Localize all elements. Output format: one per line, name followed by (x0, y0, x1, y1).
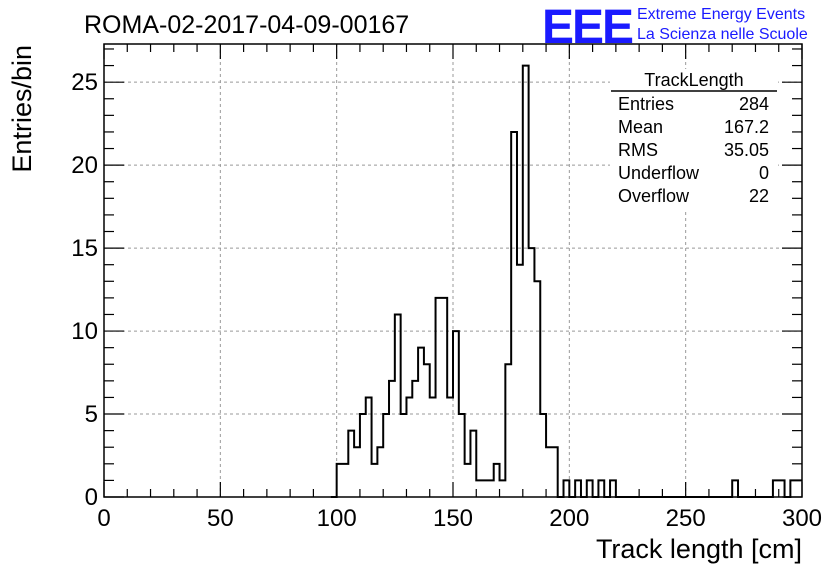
histogram-bin (488, 480, 494, 497)
plot-axes: 0 50 100 150 200 250 300 0 5 10 15 20 25 (71, 43, 822, 532)
histogram-bin (447, 397, 453, 497)
stats-row-value: 0 (759, 163, 769, 183)
run-title: ROMA-02-2017-04-09-00167 (84, 11, 409, 39)
histogram-bin (500, 480, 506, 497)
y-tick-label: 0 (85, 484, 98, 511)
stats-row-value: 22 (749, 186, 769, 206)
x-tick-label: 100 (317, 505, 357, 532)
y-axis-label: Entries/bin (7, 45, 37, 173)
histogram-bin (354, 447, 360, 497)
y-tick-label: 25 (71, 69, 98, 96)
stats-row-value: 35.05 (724, 140, 769, 160)
stats-row-label: Entries (618, 94, 674, 114)
x-tick-label: 250 (666, 505, 706, 532)
stats-title: TrackLength (644, 70, 743, 90)
y-tick-label: 10 (71, 318, 98, 345)
x-tick-label: 200 (549, 505, 589, 532)
x-tick-label: 300 (782, 505, 822, 532)
histogram-bin (342, 464, 348, 497)
stats-row-value: 284 (739, 94, 769, 114)
histogram-bin (430, 397, 436, 497)
histogram-bin (465, 464, 471, 497)
x-axis-label: Track length [cm] (596, 534, 802, 564)
eee-logo: EEE Extreme Energy Events La Scienza nel… (542, 1, 808, 54)
stats-row-value: 167.2 (724, 117, 769, 137)
histogram-bin (401, 414, 407, 497)
x-tick-label: 50 (207, 505, 234, 532)
histogram-bin (546, 447, 552, 497)
logo-line-1: Extreme Energy Events (637, 6, 805, 23)
stats-row-label: Underflow (618, 163, 700, 183)
y-tick-label: 5 (85, 401, 98, 428)
stats-row-label: Overflow (618, 186, 690, 206)
stats-row-label: RMS (618, 140, 658, 160)
y-tick-label: 15 (71, 235, 98, 262)
x-tick-label: 0 (97, 505, 110, 532)
logo-line-2: La Scienza nelle Scuole (637, 26, 808, 43)
stats-box: TrackLength Entries 284 Mean 167.2 RMS 35.05 U… (610, 69, 778, 209)
histogram-bin (476, 480, 482, 497)
histogram-bin (482, 480, 488, 497)
y-tick-label: 20 (71, 152, 98, 179)
x-tick-label: 150 (433, 505, 473, 532)
histogram-bin (796, 480, 802, 497)
stats-row-label: Mean (618, 117, 663, 137)
logo-mark: EEE (542, 1, 633, 54)
histogram-bin (517, 265, 523, 497)
histogram-bin (529, 248, 535, 497)
histogram-bin (372, 464, 378, 497)
